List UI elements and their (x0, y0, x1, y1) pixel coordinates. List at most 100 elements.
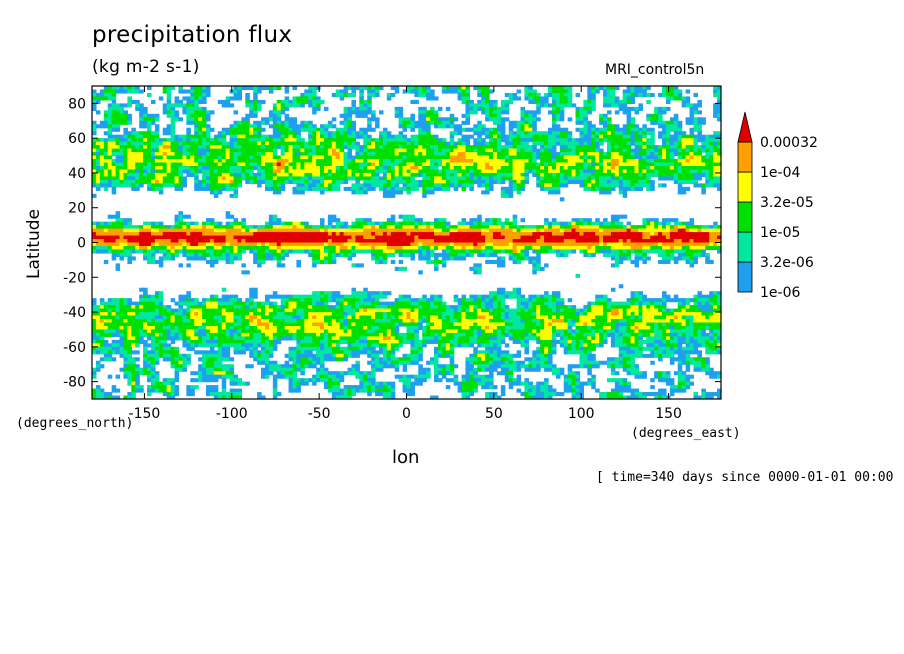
field-cell (182, 239, 187, 244)
field-cell (331, 141, 337, 146)
field-cell (288, 242, 294, 247)
field-cell (390, 92, 396, 98)
field-cell (610, 165, 616, 171)
field-cell (308, 148, 313, 153)
field-cell (394, 221, 400, 226)
field-cell (139, 179, 144, 184)
field-cell (410, 99, 415, 104)
field-cell (563, 176, 569, 181)
field-cell (603, 131, 608, 136)
field-cell (654, 148, 659, 153)
field-cell (536, 99, 541, 104)
field-cell (378, 159, 384, 164)
field-cell (194, 242, 199, 247)
field-cell (492, 159, 498, 164)
field-cell (500, 162, 506, 167)
field-cell (583, 235, 588, 240)
field-cell (359, 96, 364, 101)
field-cell (119, 134, 125, 139)
field-cell (662, 141, 667, 146)
field-cell (233, 110, 239, 115)
field-cell (351, 221, 356, 226)
field-cell (485, 169, 490, 174)
field-cell (504, 134, 510, 139)
field-cell (571, 152, 577, 157)
field-cell (202, 124, 207, 129)
field-cell (489, 225, 494, 230)
field-cell (587, 172, 592, 178)
field-cell (107, 239, 113, 244)
field-cell (610, 141, 616, 146)
field-cell (685, 162, 691, 167)
field-cell (445, 165, 451, 171)
field-cell (378, 176, 384, 181)
field-cell (178, 145, 184, 150)
field-cell (300, 96, 305, 101)
field-cell (288, 141, 294, 146)
field-cell (540, 96, 545, 101)
field-cell (449, 245, 455, 251)
field-cell (677, 134, 683, 139)
field-cell (206, 138, 211, 143)
field-cell (272, 141, 278, 146)
field-cell (713, 145, 718, 150)
field-cell (320, 131, 325, 136)
field-cell (618, 162, 624, 167)
field-cell (221, 239, 227, 244)
field-cell (202, 92, 207, 98)
field-cell (327, 186, 333, 191)
field-cell (713, 179, 718, 184)
field-cell (430, 89, 435, 94)
field-cell (194, 89, 199, 94)
field-cell (316, 235, 321, 240)
field-cell (603, 186, 608, 191)
field-cell (465, 89, 470, 94)
field-cell (127, 179, 132, 184)
field-cell (217, 239, 223, 244)
field-cell (481, 148, 486, 153)
field-cell (190, 99, 195, 104)
field-cell (579, 159, 584, 164)
field-cell (406, 155, 412, 160)
field-cell (555, 172, 561, 178)
field-cell (465, 103, 470, 108)
field-cell (618, 165, 624, 171)
field-cell (717, 225, 721, 230)
field-cell (508, 99, 514, 104)
field-cell (713, 221, 718, 226)
field-cell (292, 232, 298, 237)
field-cell (139, 162, 144, 167)
field-cell (257, 176, 262, 181)
field-cell (461, 141, 467, 146)
field-cell (548, 145, 553, 150)
field-cell (249, 225, 254, 230)
field-cell (166, 228, 172, 233)
field-cell (359, 152, 364, 157)
field-cell (551, 242, 557, 247)
field-cell (677, 96, 683, 101)
field-cell (135, 172, 140, 178)
field-cell (559, 99, 565, 104)
field-cell (473, 165, 478, 171)
field-cell (665, 159, 671, 164)
field-cell (697, 165, 702, 171)
field-cell (485, 228, 490, 233)
field-cell (536, 134, 541, 139)
field-cell (638, 106, 643, 111)
field-cell (606, 138, 612, 143)
field-cell (532, 245, 537, 251)
field-cell (587, 103, 592, 108)
field-cell (221, 138, 227, 143)
field-cell (563, 235, 569, 240)
field-cell (390, 232, 396, 237)
field-cell (382, 225, 388, 230)
field-cell (681, 162, 687, 167)
field-cell (528, 113, 533, 118)
field-cell (190, 172, 195, 178)
field-cell (701, 134, 706, 139)
field-cell (107, 106, 113, 111)
field-cell (323, 148, 329, 153)
field-cell (115, 159, 121, 164)
field-cell (394, 148, 400, 153)
field-cell (253, 152, 258, 157)
